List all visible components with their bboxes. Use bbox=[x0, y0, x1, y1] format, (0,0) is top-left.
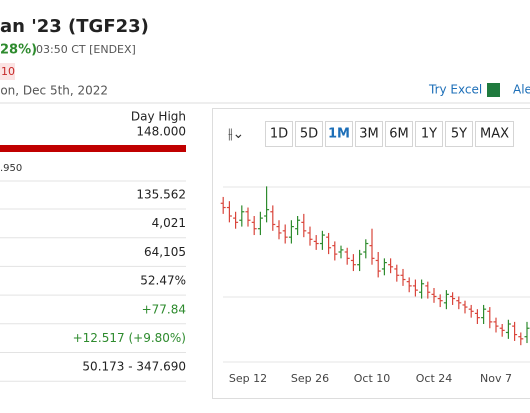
alert-link[interactable]: Ale bbox=[513, 83, 530, 97]
badge: 10 bbox=[1, 65, 15, 78]
range-label[interactable]: 5D bbox=[300, 127, 318, 142]
stat-value: 4,021 bbox=[152, 216, 186, 230]
x-tick-label: Sep 12 bbox=[229, 372, 267, 385]
date: lon, Dec 5th, 2022 bbox=[0, 84, 108, 98]
low-fragment: .950 bbox=[0, 163, 22, 174]
range-label[interactable]: 5Y bbox=[451, 127, 467, 142]
range-label[interactable]: 3M bbox=[359, 127, 379, 142]
x-tick-label: Oct 10 bbox=[354, 372, 391, 385]
time: 03:50 CT [ENDEX] bbox=[36, 43, 136, 56]
title: an '23 (TGF23) bbox=[0, 16, 149, 37]
range-label[interactable]: 6M bbox=[389, 127, 409, 142]
stat-value: +12.517 (+9.80%) bbox=[73, 331, 186, 345]
stat-value: +77.84 bbox=[142, 302, 186, 316]
stat-value: 64,105 bbox=[144, 245, 186, 259]
day-high-label: Day High bbox=[131, 110, 186, 124]
stat-value: 135.562 bbox=[136, 188, 186, 202]
chart-panel bbox=[213, 109, 530, 399]
stat-value: 52.47% bbox=[140, 274, 186, 288]
chart-type-icon[interactable]: ⫲⌄ bbox=[228, 126, 244, 142]
stat-value: 50.173 - 347.690 bbox=[82, 360, 186, 374]
range-label[interactable]: 1M bbox=[328, 127, 350, 142]
range-label[interactable]: 1Y bbox=[421, 127, 437, 142]
x-tick-label: Nov 7 bbox=[480, 372, 512, 385]
change: 28%) bbox=[0, 43, 37, 58]
excel-link[interactable]: Try Excel bbox=[428, 83, 482, 97]
range-bar bbox=[0, 145, 186, 152]
x-tick-label: Sep 26 bbox=[291, 372, 329, 385]
day-high: 148.000 bbox=[136, 125, 186, 139]
x-tick-label: Oct 24 bbox=[416, 372, 453, 385]
range-label[interactable]: 1D bbox=[270, 127, 288, 142]
range-label[interactable]: MAX bbox=[480, 127, 509, 142]
excel-icon bbox=[487, 83, 500, 97]
